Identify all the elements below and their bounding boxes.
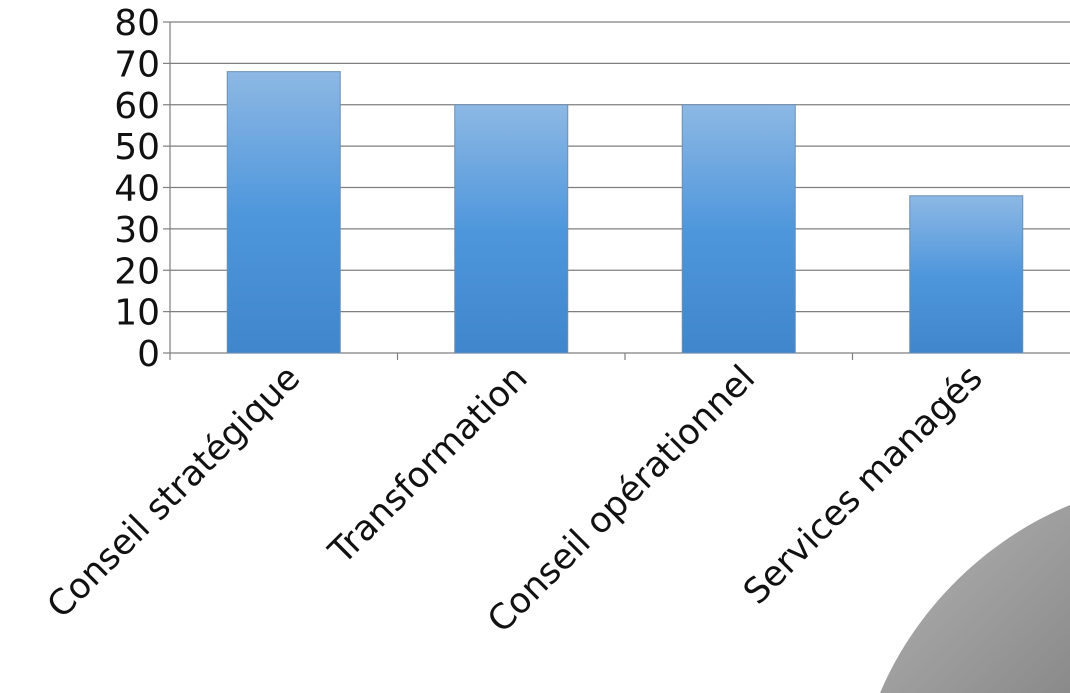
y-tick-label-20: 20 [114, 251, 160, 292]
y-tick-label-70: 70 [114, 44, 160, 85]
y-tick-label-60: 60 [114, 86, 160, 127]
y-tick-label-40: 40 [114, 169, 160, 210]
y-tick-label-50: 50 [114, 127, 160, 168]
decorative-arc-shape [880, 505, 1070, 693]
y-tick-label-10: 10 [114, 293, 160, 334]
x-tick-label-2: Transformation [321, 358, 536, 573]
x-tick-label-3: Conseil opérationnel [480, 358, 763, 641]
bar-3 [681, 104, 796, 354]
y-tick-label-30: 30 [114, 210, 160, 251]
bar-1 [226, 71, 341, 354]
x-tick-labels: Conseil stratégique TransformationConseil… [40, 358, 991, 641]
x-tick-label-1: Conseil stratégique [40, 358, 308, 626]
y-tick-label-0: 0 [137, 334, 160, 375]
bars [226, 71, 1024, 354]
x-tick-label-4: Services managés [736, 358, 990, 612]
bar-2 [454, 104, 569, 354]
y-tick-label-80: 80 [114, 3, 160, 44]
bar-4 [909, 195, 1024, 354]
